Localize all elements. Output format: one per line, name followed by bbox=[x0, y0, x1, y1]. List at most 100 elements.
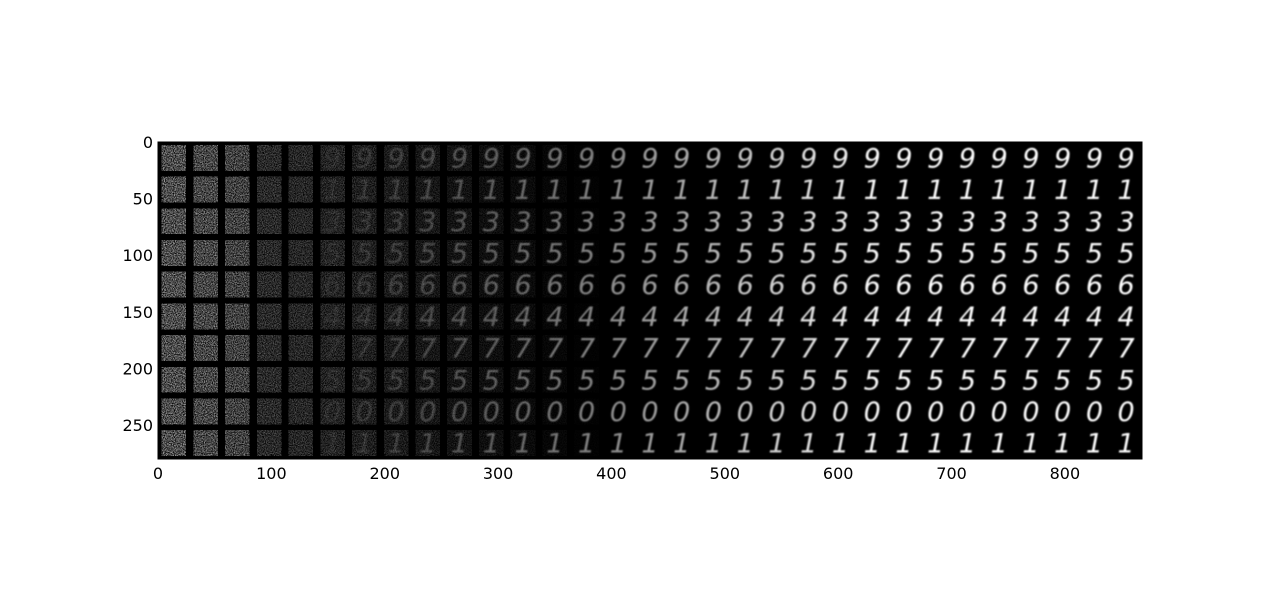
sample-cell: 5 bbox=[352, 365, 377, 396]
sample-digit: 3 bbox=[800, 207, 817, 238]
sample-cell: 5 bbox=[447, 365, 472, 396]
sample-digit: 1 bbox=[451, 429, 468, 460]
sample-digit: 7 bbox=[1022, 334, 1039, 365]
sample-cell: 5 bbox=[768, 238, 785, 269]
sample-cell: 0 bbox=[610, 397, 627, 428]
sample-cell: 3 bbox=[610, 207, 627, 238]
sample-digit: 1 bbox=[768, 175, 785, 206]
sample-cell: 5 bbox=[479, 365, 504, 396]
sample-grid: 9999999999999999999999999991111111111111… bbox=[161, 143, 1135, 460]
sample-cell: 1 bbox=[578, 175, 595, 206]
sample-cell: 9 bbox=[447, 143, 472, 174]
x-tick-label: 700 bbox=[936, 464, 967, 483]
sample-digit: 3 bbox=[578, 207, 595, 238]
sample-cell: 9 bbox=[610, 143, 627, 174]
sample-digit: 4 bbox=[1054, 302, 1071, 333]
sample-digit: 1 bbox=[514, 429, 531, 460]
sample-cell: 9 bbox=[1086, 143, 1103, 174]
sample-digit: 5 bbox=[1118, 238, 1135, 269]
sample-cell: 6 bbox=[288, 270, 313, 301]
sample-digit: 7 bbox=[292, 334, 309, 365]
sample-digit: 5 bbox=[514, 365, 531, 396]
sample-digit: 7 bbox=[387, 334, 404, 365]
sample-digit: 3 bbox=[1022, 207, 1039, 238]
sample-cell: 1 bbox=[832, 175, 849, 206]
sample-cell: 5 bbox=[864, 238, 881, 269]
sample-cell: 5 bbox=[927, 238, 944, 269]
sample-digit: 0 bbox=[1086, 397, 1103, 428]
sample-cell: 5 bbox=[415, 238, 440, 269]
sample-cell: 1 bbox=[1054, 429, 1071, 460]
sample-cell: 7 bbox=[447, 334, 472, 365]
sample-digit: 5 bbox=[514, 238, 531, 269]
sample-digit: 6 bbox=[895, 270, 912, 301]
sample-cell: 9 bbox=[991, 143, 1008, 174]
sample-cell: 5 bbox=[1086, 238, 1103, 269]
sample-digit: 7 bbox=[419, 334, 436, 365]
sample-digit: 6 bbox=[959, 270, 976, 301]
sample-digit: 1 bbox=[705, 429, 722, 460]
sample-digit: 3 bbox=[419, 207, 436, 238]
sample-digit: 1 bbox=[641, 175, 658, 206]
y-tick-label: 100 bbox=[122, 246, 153, 265]
sample-cell: 7 bbox=[384, 334, 409, 365]
sample-cell bbox=[193, 367, 218, 393]
sample-cell: 4 bbox=[991, 302, 1008, 333]
sample-digit: 1 bbox=[356, 429, 373, 460]
sample-cell: 1 bbox=[352, 175, 377, 206]
sample-digit: 6 bbox=[387, 270, 404, 301]
sample-digit: 1 bbox=[864, 175, 881, 206]
sample-cell: 4 bbox=[673, 302, 690, 333]
sample-digit: 1 bbox=[768, 429, 785, 460]
sample-digit: 0 bbox=[832, 397, 849, 428]
sample-cell: 3 bbox=[542, 207, 567, 238]
sample-cell: 0 bbox=[1054, 397, 1071, 428]
x-tick-label: 0 bbox=[153, 464, 163, 483]
sample-digit: 5 bbox=[292, 365, 309, 396]
sample-digit: 9 bbox=[832, 143, 849, 174]
sample-cell: 0 bbox=[991, 397, 1008, 428]
sample-digit: 4 bbox=[324, 302, 341, 333]
sample-digit: 1 bbox=[610, 175, 627, 206]
sample-cell: 3 bbox=[800, 207, 817, 238]
sample-cell bbox=[193, 430, 218, 456]
sample-digit: 4 bbox=[387, 302, 404, 333]
sample-cell: 5 bbox=[737, 365, 754, 396]
x-tick-label: 500 bbox=[710, 464, 741, 483]
sample-digit: 5 bbox=[451, 238, 468, 269]
sample-digit: 6 bbox=[292, 270, 309, 301]
sample-digit: 9 bbox=[641, 143, 658, 174]
sample-cell: 1 bbox=[641, 429, 658, 460]
sample-cell: 3 bbox=[673, 207, 690, 238]
sample-digit: 9 bbox=[991, 143, 1008, 174]
sample-cell: 5 bbox=[320, 238, 345, 269]
sample-digit: 1 bbox=[578, 429, 595, 460]
sample-digit: 5 bbox=[959, 238, 976, 269]
sample-cell bbox=[193, 240, 218, 266]
sample-cell: 1 bbox=[610, 175, 627, 206]
sample-digit: 9 bbox=[673, 143, 690, 174]
sample-cell: 5 bbox=[832, 238, 849, 269]
sample-cell: 6 bbox=[1086, 270, 1103, 301]
sample-cell: 5 bbox=[288, 240, 313, 266]
sample-digit: 6 bbox=[483, 270, 500, 301]
sample-cell: 4 bbox=[768, 302, 785, 333]
sample-cell: 5 bbox=[673, 238, 690, 269]
sample-cell bbox=[193, 208, 218, 234]
sample-cell: 9 bbox=[288, 145, 313, 171]
sample-cell: 1 bbox=[895, 175, 912, 206]
sample-cell: 9 bbox=[1118, 143, 1135, 174]
sample-cell: 4 bbox=[610, 302, 627, 333]
sample-cell: 5 bbox=[737, 238, 754, 269]
sample-digit: 9 bbox=[610, 143, 627, 174]
sample-digit: 6 bbox=[641, 270, 658, 301]
sample-cell: 6 bbox=[415, 270, 440, 301]
sample-cell: 5 bbox=[1022, 238, 1039, 269]
sample-cell: 5 bbox=[1118, 238, 1135, 269]
sample-cell: 4 bbox=[542, 302, 567, 333]
sample-cell: 7 bbox=[352, 334, 377, 365]
sample-cell: 5 bbox=[288, 365, 313, 396]
sample-digit: 9 bbox=[578, 143, 595, 174]
sample-cell: 5 bbox=[895, 238, 912, 269]
sample-cell: 0 bbox=[415, 397, 440, 428]
